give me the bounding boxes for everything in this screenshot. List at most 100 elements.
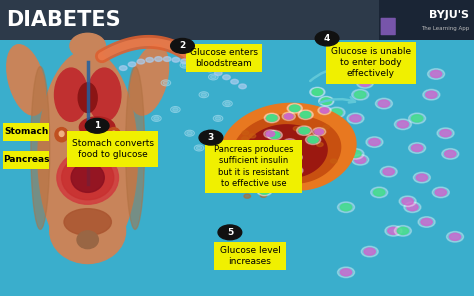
Circle shape	[374, 189, 385, 196]
Circle shape	[306, 135, 321, 144]
Ellipse shape	[55, 128, 68, 142]
Circle shape	[340, 269, 352, 276]
Circle shape	[356, 78, 374, 88]
Circle shape	[218, 225, 242, 240]
Circle shape	[198, 64, 205, 69]
FancyBboxPatch shape	[186, 44, 262, 72]
Circle shape	[206, 67, 214, 72]
Circle shape	[128, 62, 136, 67]
Circle shape	[182, 63, 188, 67]
Circle shape	[298, 110, 313, 120]
Circle shape	[293, 126, 300, 131]
Circle shape	[350, 115, 361, 122]
Ellipse shape	[7, 45, 46, 115]
Circle shape	[337, 267, 355, 278]
Ellipse shape	[111, 131, 116, 136]
Circle shape	[259, 188, 270, 194]
Circle shape	[292, 187, 299, 192]
Polygon shape	[245, 125, 327, 177]
Circle shape	[447, 231, 464, 242]
Circle shape	[418, 217, 435, 227]
FancyBboxPatch shape	[205, 140, 302, 193]
Circle shape	[236, 144, 242, 148]
Circle shape	[164, 57, 171, 61]
Text: 3: 3	[208, 133, 214, 142]
Text: Glucose level
increases: Glucose level increases	[219, 246, 281, 266]
Circle shape	[270, 132, 280, 139]
Ellipse shape	[55, 68, 88, 121]
Circle shape	[155, 57, 162, 61]
Circle shape	[249, 134, 256, 138]
FancyBboxPatch shape	[3, 151, 49, 169]
Ellipse shape	[64, 209, 111, 235]
Circle shape	[315, 31, 339, 46]
Circle shape	[409, 113, 426, 124]
Circle shape	[247, 184, 256, 190]
Circle shape	[437, 128, 454, 139]
Circle shape	[290, 154, 300, 161]
Circle shape	[181, 59, 188, 64]
Circle shape	[256, 181, 263, 185]
Circle shape	[245, 183, 258, 191]
Circle shape	[214, 71, 222, 75]
Circle shape	[320, 108, 329, 113]
Circle shape	[371, 187, 388, 198]
Circle shape	[321, 98, 331, 104]
Ellipse shape	[130, 45, 169, 115]
Circle shape	[347, 113, 364, 124]
Circle shape	[399, 196, 416, 207]
Circle shape	[323, 125, 329, 129]
Circle shape	[430, 70, 442, 78]
Circle shape	[413, 172, 430, 183]
Circle shape	[278, 115, 284, 119]
Circle shape	[319, 96, 334, 106]
Circle shape	[119, 66, 127, 70]
Circle shape	[231, 169, 237, 173]
Circle shape	[423, 89, 440, 100]
Circle shape	[290, 105, 300, 112]
Circle shape	[224, 166, 231, 170]
Circle shape	[428, 69, 445, 79]
Circle shape	[340, 204, 352, 211]
FancyBboxPatch shape	[0, 0, 474, 40]
Circle shape	[388, 227, 399, 234]
Circle shape	[315, 129, 323, 134]
Circle shape	[287, 153, 302, 162]
Circle shape	[312, 89, 323, 95]
Circle shape	[266, 131, 275, 136]
Circle shape	[260, 193, 267, 197]
Circle shape	[352, 155, 369, 165]
Circle shape	[249, 146, 259, 152]
Text: Pancreas: Pancreas	[3, 155, 49, 164]
Circle shape	[347, 149, 364, 159]
Circle shape	[283, 139, 297, 147]
Circle shape	[85, 118, 109, 133]
Ellipse shape	[126, 67, 145, 229]
Ellipse shape	[59, 131, 64, 136]
Circle shape	[380, 166, 397, 177]
Circle shape	[301, 112, 311, 118]
Circle shape	[288, 166, 303, 175]
Circle shape	[233, 160, 240, 164]
Circle shape	[196, 146, 202, 150]
Circle shape	[337, 202, 355, 213]
Circle shape	[397, 227, 409, 234]
Text: Glucose is unable
to enter body
effectively: Glucose is unable to enter body effectiv…	[331, 47, 411, 78]
Circle shape	[246, 171, 256, 177]
Circle shape	[228, 182, 235, 186]
Circle shape	[286, 140, 294, 146]
FancyBboxPatch shape	[214, 242, 286, 270]
Circle shape	[272, 175, 285, 183]
Circle shape	[270, 154, 285, 164]
Circle shape	[257, 186, 272, 196]
Circle shape	[404, 202, 421, 213]
Circle shape	[435, 189, 447, 196]
Circle shape	[267, 131, 283, 140]
Circle shape	[282, 112, 295, 120]
Polygon shape	[234, 115, 341, 183]
Circle shape	[225, 102, 230, 105]
Circle shape	[331, 109, 342, 116]
FancyBboxPatch shape	[326, 42, 416, 84]
Circle shape	[364, 248, 375, 255]
Circle shape	[171, 38, 194, 53]
